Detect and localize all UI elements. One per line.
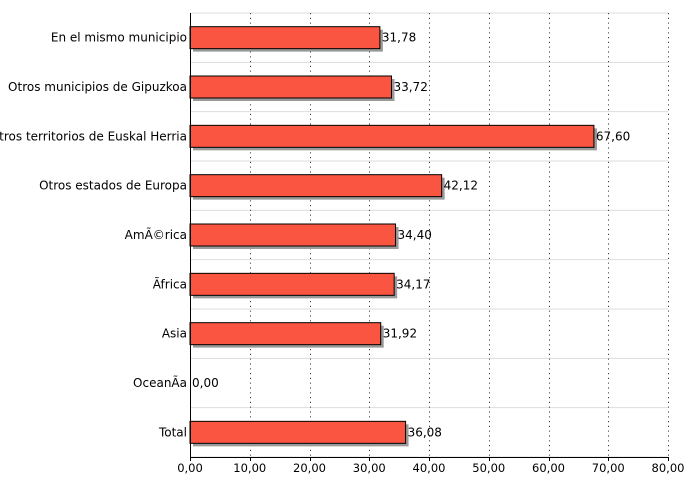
- bar: [189, 174, 443, 198]
- category-label: Total: [158, 425, 187, 439]
- data-label: 34,17: [396, 277, 430, 291]
- x-tick-label: 70,00: [592, 461, 625, 475]
- bar: [189, 322, 382, 346]
- category-label: OceanÃ­a: [133, 375, 187, 390]
- bar: [189, 75, 392, 99]
- category-label: AmÃ©rica: [125, 227, 187, 242]
- data-label: 36,08: [408, 425, 442, 439]
- bar: [189, 420, 407, 444]
- category-label: Otros territorios de Euskal Herria: [0, 129, 187, 143]
- data-label: 42,12: [444, 179, 478, 193]
- data-label: 33,72: [393, 80, 427, 94]
- x-tick-label: 0,00: [177, 461, 203, 475]
- x-tick-label: 50,00: [472, 461, 505, 475]
- bar: [189, 124, 595, 148]
- data-label: 31,92: [383, 327, 417, 341]
- data-label: 67,60: [596, 129, 630, 143]
- category-label: Otros municipios de Gipuzkoa: [8, 80, 187, 94]
- x-tick-label: 40,00: [413, 461, 446, 475]
- data-label: 31,78: [382, 31, 416, 45]
- bar: [189, 26, 381, 50]
- x-tick-label: 20,00: [293, 461, 326, 475]
- x-tick-label: 30,00: [353, 461, 386, 475]
- data-label: 34,40: [398, 228, 432, 242]
- bar: [189, 223, 397, 247]
- labels: 31,78 En el mismo municipio 33,72 Otros mun…: [0, 31, 684, 475]
- category-label: Otros estados de Europa: [39, 179, 187, 193]
- x-tick-label: 60,00: [532, 461, 565, 475]
- axes: [190, 13, 669, 461]
- bars: [189, 26, 597, 447]
- category-label: En el mismo municipio: [51, 31, 187, 45]
- category-label: Ãfrica: [153, 276, 187, 291]
- category-label: Asia: [162, 327, 187, 341]
- bar: [189, 272, 395, 296]
- data-label: 0,00: [192, 376, 219, 390]
- x-tick-label: 80,00: [652, 461, 685, 475]
- x-tick-label: 10,00: [233, 461, 266, 475]
